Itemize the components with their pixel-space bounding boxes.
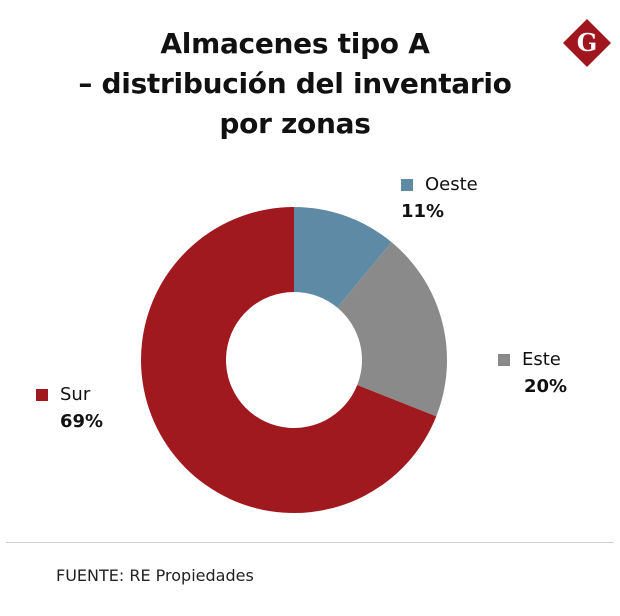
legend-label-oeste: Oeste [425, 174, 478, 195]
data-label-sur: 69% [60, 411, 104, 432]
data-label-oeste: 11% [401, 201, 445, 222]
source-note: FUENTE: RE Propiedades [56, 566, 254, 585]
brand-logo-icon: G [562, 18, 612, 68]
legend-label-sur: Sur [60, 384, 91, 405]
legend-swatch-este [498, 354, 510, 366]
brand-logo-diamond [562, 18, 612, 68]
legend-entry-este: Este 20% [498, 349, 567, 399]
footer-divider [6, 542, 614, 543]
chart-title-line-1: Almacenes tipo A [160, 27, 430, 60]
donut-slice-sur [141, 207, 437, 513]
donut-slice-oeste [294, 207, 392, 308]
donut-slice-este [337, 242, 447, 417]
legend-swatch-sur [36, 389, 48, 401]
brand-logo-letter: G [577, 28, 598, 57]
chart-title-line-3: por zonas [219, 107, 371, 140]
legend-swatch-oeste [401, 179, 413, 191]
chart-title: Almacenes tipo A – distribución del inve… [60, 24, 530, 144]
legend-entry-sur: Sur 69% [36, 384, 103, 434]
legend-label-este: Este [522, 349, 561, 370]
chart-title-line-2: – distribución del inventario [78, 67, 512, 100]
data-label-este: 20% [524, 376, 568, 397]
legend-entry-oeste: Oeste 11% [401, 174, 478, 224]
